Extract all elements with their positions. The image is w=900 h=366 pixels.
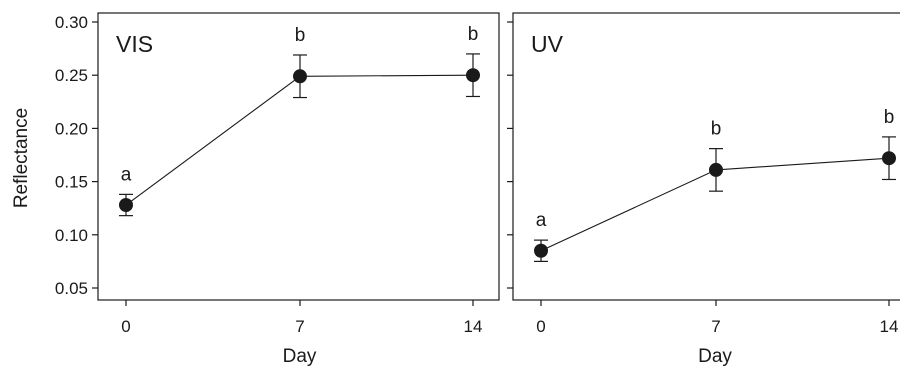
y-tick-label: 0.15 <box>55 173 88 192</box>
significance-letter: b <box>884 107 895 128</box>
x-tick-label: 7 <box>711 317 720 336</box>
y-tick-label: 0.25 <box>55 66 88 85</box>
plot-frame <box>97 12 500 301</box>
x-axis-label: Day <box>283 346 317 366</box>
x-tick-label: 7 <box>295 317 304 336</box>
x-axis-label: Day <box>698 346 732 366</box>
significance-letter: b <box>295 25 306 46</box>
significance-letter: b <box>711 119 722 140</box>
significance-letter: a <box>536 210 547 231</box>
data-point <box>466 68 480 83</box>
x-tick-label: 0 <box>536 317 545 336</box>
plot-frame <box>512 12 900 301</box>
y-tick-label: 0.10 <box>55 226 88 245</box>
data-point <box>709 162 723 177</box>
panel-title: UV <box>531 31 564 57</box>
x-tick-label: 14 <box>880 317 899 336</box>
panel-title: VIS <box>116 31 153 57</box>
x-tick-label: 0 <box>121 317 130 336</box>
significance-letter: a <box>121 164 132 185</box>
y-tick-label: 0.05 <box>55 279 88 298</box>
panel-uv: 0 7 14 Day UV a b b <box>507 12 900 366</box>
x-tick-label: 14 <box>464 317 483 336</box>
y-tick-label: 0.20 <box>55 119 88 138</box>
panel-vis: 0.05 0.10 0.15 0.20 0.25 0.30 0 7 14 Day Reflectan… <box>11 12 500 366</box>
data-point <box>293 69 307 84</box>
data-point <box>534 243 548 258</box>
y-axis-label: Reflectance <box>11 108 32 208</box>
significance-letter: b <box>468 24 479 45</box>
data-point <box>119 198 133 213</box>
y-tick-label: 0.30 <box>55 13 88 32</box>
data-point <box>882 151 896 166</box>
